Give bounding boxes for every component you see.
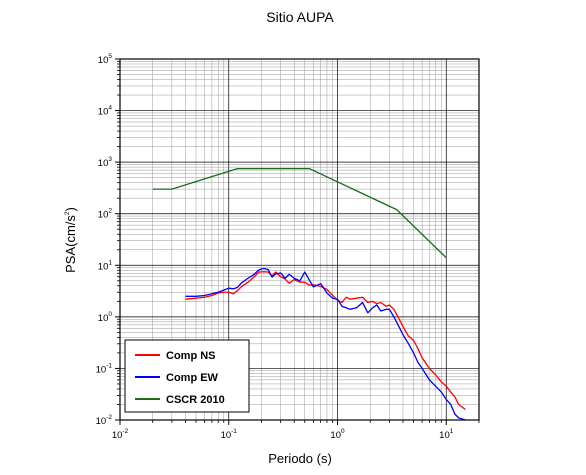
series-layer [152, 167, 466, 420]
x-tick-label-base: 10 [221, 430, 232, 441]
y-tick-label-base: 10 [98, 55, 109, 66]
axis-ticks [115, 58, 480, 425]
legend-label-ew: Comp EW [166, 372, 219, 384]
y-tick-label: 101 [98, 259, 113, 272]
y-tick-label: 105 [98, 53, 113, 66]
x-axis-label: Periodo (s) [268, 451, 332, 466]
y-tick-label: 104 [98, 105, 113, 118]
y-tick-label-exponent: 1 [108, 259, 112, 266]
x-tick-label-base: 10 [330, 430, 341, 441]
y-axis-label-close: ) [63, 207, 78, 211]
x-tick-label-exponent: 1 [450, 428, 454, 435]
x-tick-label: 101 [439, 428, 454, 441]
y-tick-label-exponent: 5 [108, 53, 112, 60]
y-tick-label: 102 [98, 208, 113, 221]
y-tick-label-base: 10 [98, 107, 109, 118]
chart-title: Sitio AUPA [266, 9, 334, 25]
series-comp-ns [185, 271, 466, 410]
y-tick-label-base: 10 [96, 416, 107, 427]
y-tick-label: 103 [98, 156, 113, 169]
y-tick-label-base: 10 [96, 364, 107, 375]
y-tick-label: 100 [98, 311, 113, 324]
x-tick-label-exponent: 0 [341, 428, 345, 435]
y-tick-label-exponent: -2 [106, 414, 112, 421]
y-tick-label: 10-2 [96, 414, 113, 427]
x-tick-label-exponent: -1 [231, 428, 237, 435]
x-tick-label-exponent: -2 [122, 428, 128, 435]
legend-label-ns: Comp NS [166, 350, 216, 362]
y-tick-label-exponent: -1 [106, 362, 112, 369]
y-tick-label-exponent: 4 [108, 105, 112, 112]
series-cscr-2010 [152, 167, 447, 259]
legend: Comp NS Comp EW CSCR 2010 [124, 339, 250, 413]
plot-frame [119, 58, 480, 421]
y-axis-label: PSA(cm/s2) [63, 207, 78, 273]
x-tick-label: 10-1 [221, 428, 238, 441]
grid-minor [120, 59, 480, 420]
legend-label-cscr: CSCR 2010 [166, 394, 225, 406]
x-tick-label: 10-2 [112, 428, 129, 441]
y-tick-label-base: 10 [98, 313, 109, 324]
y-tick-label-base: 10 [98, 210, 109, 221]
y-tick-label-base: 10 [98, 158, 109, 169]
y-tick-label: 10-1 [96, 362, 113, 375]
y-tick-label-exponent: 0 [108, 311, 112, 318]
y-axis-label-exponent: 2 [64, 211, 71, 215]
x-tick-label-base: 10 [112, 430, 123, 441]
y-tick-label-exponent: 3 [108, 156, 112, 163]
y-axis-label-text: PSA(cm/s [63, 215, 78, 273]
y-tick-label-base: 10 [98, 261, 109, 272]
y-tick-label-exponent: 2 [108, 208, 112, 215]
x-tick-label-base: 10 [439, 430, 450, 441]
x-tick-label: 100 [330, 428, 345, 441]
series-comp-ew [185, 267, 466, 420]
